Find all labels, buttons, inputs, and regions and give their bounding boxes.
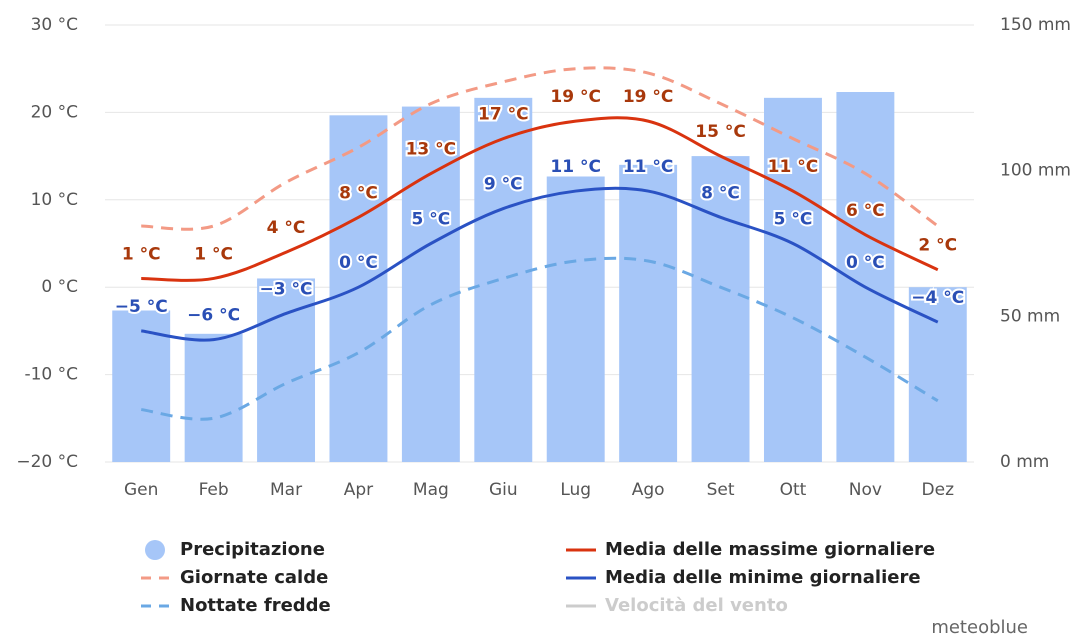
data-label: 13 °C bbox=[406, 140, 457, 160]
y-tick-label: 20 °C bbox=[31, 102, 78, 122]
data-label: 8 °C bbox=[701, 183, 740, 203]
data-label: 11 °C bbox=[623, 157, 674, 177]
credit: meteoblue bbox=[931, 617, 1028, 638]
data-label: −5 °C bbox=[115, 297, 168, 317]
x-tick-label: Set bbox=[707, 480, 735, 500]
y-tick-label: −20 °C bbox=[16, 452, 78, 472]
data-label: 6 °C bbox=[846, 201, 885, 221]
data-label: 4 °C bbox=[267, 218, 306, 238]
bar bbox=[474, 97, 533, 462]
legend-label: Media delle minime giornaliere bbox=[605, 567, 921, 588]
x-tick-label: Apr bbox=[344, 480, 373, 500]
data-label: 2 °C bbox=[918, 236, 957, 256]
x-tick-label: Lug bbox=[560, 480, 591, 500]
data-label: 19 °C bbox=[623, 87, 674, 107]
data-label: 9 °C bbox=[484, 175, 523, 195]
data-label: −3 °C bbox=[260, 279, 313, 299]
data-label: 8 °C bbox=[339, 183, 378, 203]
line bbox=[141, 116, 939, 282]
data-label: 11 °C bbox=[550, 157, 601, 177]
data-label: 1 °C bbox=[194, 244, 233, 264]
bar bbox=[836, 92, 895, 463]
y-tick-label: 10 °C bbox=[31, 190, 78, 210]
y2-tick-label: 50 mm bbox=[1000, 306, 1060, 326]
data-label: 15 °C bbox=[695, 122, 746, 142]
line bbox=[141, 186, 939, 342]
bar bbox=[908, 287, 967, 462]
y2-tick-label: 100 mm bbox=[1000, 161, 1071, 181]
x-tick-label: Mag bbox=[413, 480, 449, 500]
line bbox=[141, 66, 939, 231]
data-label: 0 °C bbox=[846, 253, 885, 273]
bar bbox=[257, 278, 316, 462]
bar bbox=[619, 164, 678, 462]
x-tick-label: Ago bbox=[632, 480, 665, 500]
bar bbox=[546, 176, 605, 462]
data-label: 17 °C bbox=[478, 105, 529, 125]
bar bbox=[401, 106, 460, 462]
data-label: 19 °C bbox=[550, 87, 601, 107]
x-tick-label: Feb bbox=[199, 480, 229, 500]
legend-label: Velocità del vento bbox=[605, 595, 788, 616]
y-tick-label: 30 °C bbox=[31, 15, 78, 35]
data-label: 5 °C bbox=[412, 210, 451, 230]
x-tick-label: Dez bbox=[922, 480, 955, 500]
legend-icon bbox=[145, 540, 165, 560]
data-label: 5 °C bbox=[774, 210, 813, 230]
line bbox=[140, 256, 939, 421]
x-tick-label: Mar bbox=[270, 480, 302, 500]
y2-tick-label: 0 mm bbox=[1000, 452, 1049, 472]
y2-tick-label: 150 mm bbox=[1000, 15, 1071, 35]
x-tick-label: Nov bbox=[849, 480, 882, 500]
y-tick-label: -10 °C bbox=[24, 365, 78, 385]
bar bbox=[691, 156, 750, 462]
bar bbox=[763, 97, 822, 462]
bar bbox=[184, 333, 243, 462]
legend-label: Media delle massime giornaliere bbox=[605, 539, 935, 560]
x-tick-label: Gen bbox=[124, 480, 158, 500]
data-label: 1 °C bbox=[122, 244, 161, 264]
data-label: −6 °C bbox=[187, 306, 240, 326]
data-label: 0 °C bbox=[339, 253, 378, 273]
y-tick-label: 0 °C bbox=[41, 277, 78, 297]
data-label: 11 °C bbox=[768, 157, 819, 177]
legend-label: Giornate calde bbox=[180, 567, 328, 588]
x-tick-label: Giu bbox=[489, 480, 518, 500]
x-tick-label: Ott bbox=[780, 480, 807, 500]
legend-label: Precipitazione bbox=[180, 539, 325, 560]
data-label: −4 °C bbox=[911, 288, 964, 308]
legend-label: Nottate fredde bbox=[180, 595, 331, 616]
